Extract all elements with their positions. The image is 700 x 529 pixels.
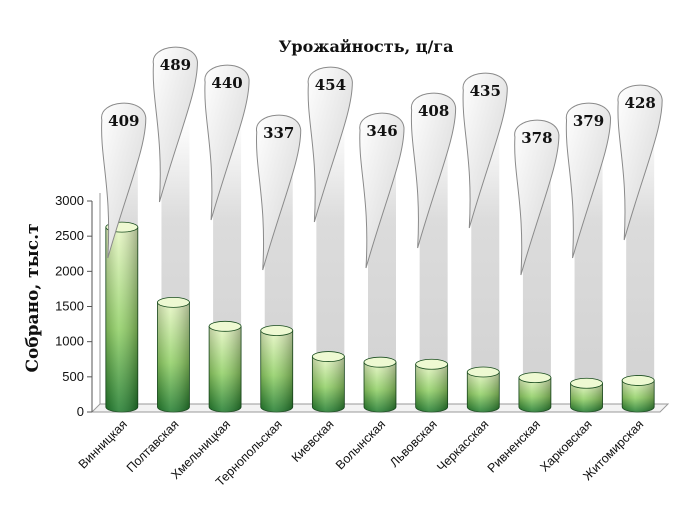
yield-label: 435 [470, 82, 501, 100]
category-label: Винницкая [76, 417, 130, 471]
beet-root-icon [307, 66, 353, 223]
bar-layer [105, 221, 655, 413]
category-label: Харковская [537, 417, 594, 474]
yield-label: 346 [366, 122, 397, 140]
beet-root-icon [359, 112, 405, 269]
yield-label: 440 [211, 74, 242, 92]
yield-label: 454 [315, 76, 346, 94]
beet-root-icon [462, 72, 508, 229]
yield-label: 409 [108, 112, 139, 130]
yield-label: 337 [263, 124, 294, 142]
y-tick-label: 1000 [55, 334, 84, 349]
y-tick-label: 500 [62, 369, 84, 384]
beet-root-icon [617, 84, 663, 241]
bar [311, 351, 345, 413]
chart-title: Урожайность, ц/га [278, 37, 453, 56]
bar [157, 296, 190, 413]
bar [363, 356, 397, 413]
category-label: Львовская [387, 417, 440, 470]
beet-root-icon [565, 102, 612, 259]
bar [466, 366, 500, 413]
yield-label: 408 [418, 102, 449, 120]
yield-label: 378 [521, 129, 552, 147]
beet-root-icon [256, 114, 302, 271]
category-label: Киевская [289, 417, 337, 465]
y-tick-label: 0 [77, 404, 84, 419]
beet-root-icon [514, 119, 560, 276]
yield-label: 379 [573, 112, 604, 130]
bar [621, 375, 655, 413]
category-label: Ривненская [485, 417, 543, 475]
y-tick-label: 2000 [55, 263, 84, 278]
yield-label: 428 [625, 94, 656, 112]
y-tick-label: 2500 [55, 228, 84, 243]
bar [260, 325, 294, 413]
yield-label: 489 [160, 56, 191, 74]
y-tick-label: 3000 [55, 193, 84, 208]
root-layer [101, 46, 663, 276]
beet-root-icon [101, 102, 147, 259]
bar [415, 358, 449, 413]
bar [105, 221, 139, 413]
category-label: Черкасская [434, 417, 491, 474]
category-label: Волынская [333, 417, 388, 472]
bar [570, 377, 603, 413]
beet-root-icon [204, 64, 250, 221]
y-tick-label: 1500 [55, 299, 84, 314]
beet-root-icon [152, 46, 198, 203]
bar [208, 320, 242, 413]
bar [518, 372, 552, 413]
y-axis-label: Собрано, тыс.т [23, 223, 43, 372]
beet-root-icon [410, 92, 457, 249]
